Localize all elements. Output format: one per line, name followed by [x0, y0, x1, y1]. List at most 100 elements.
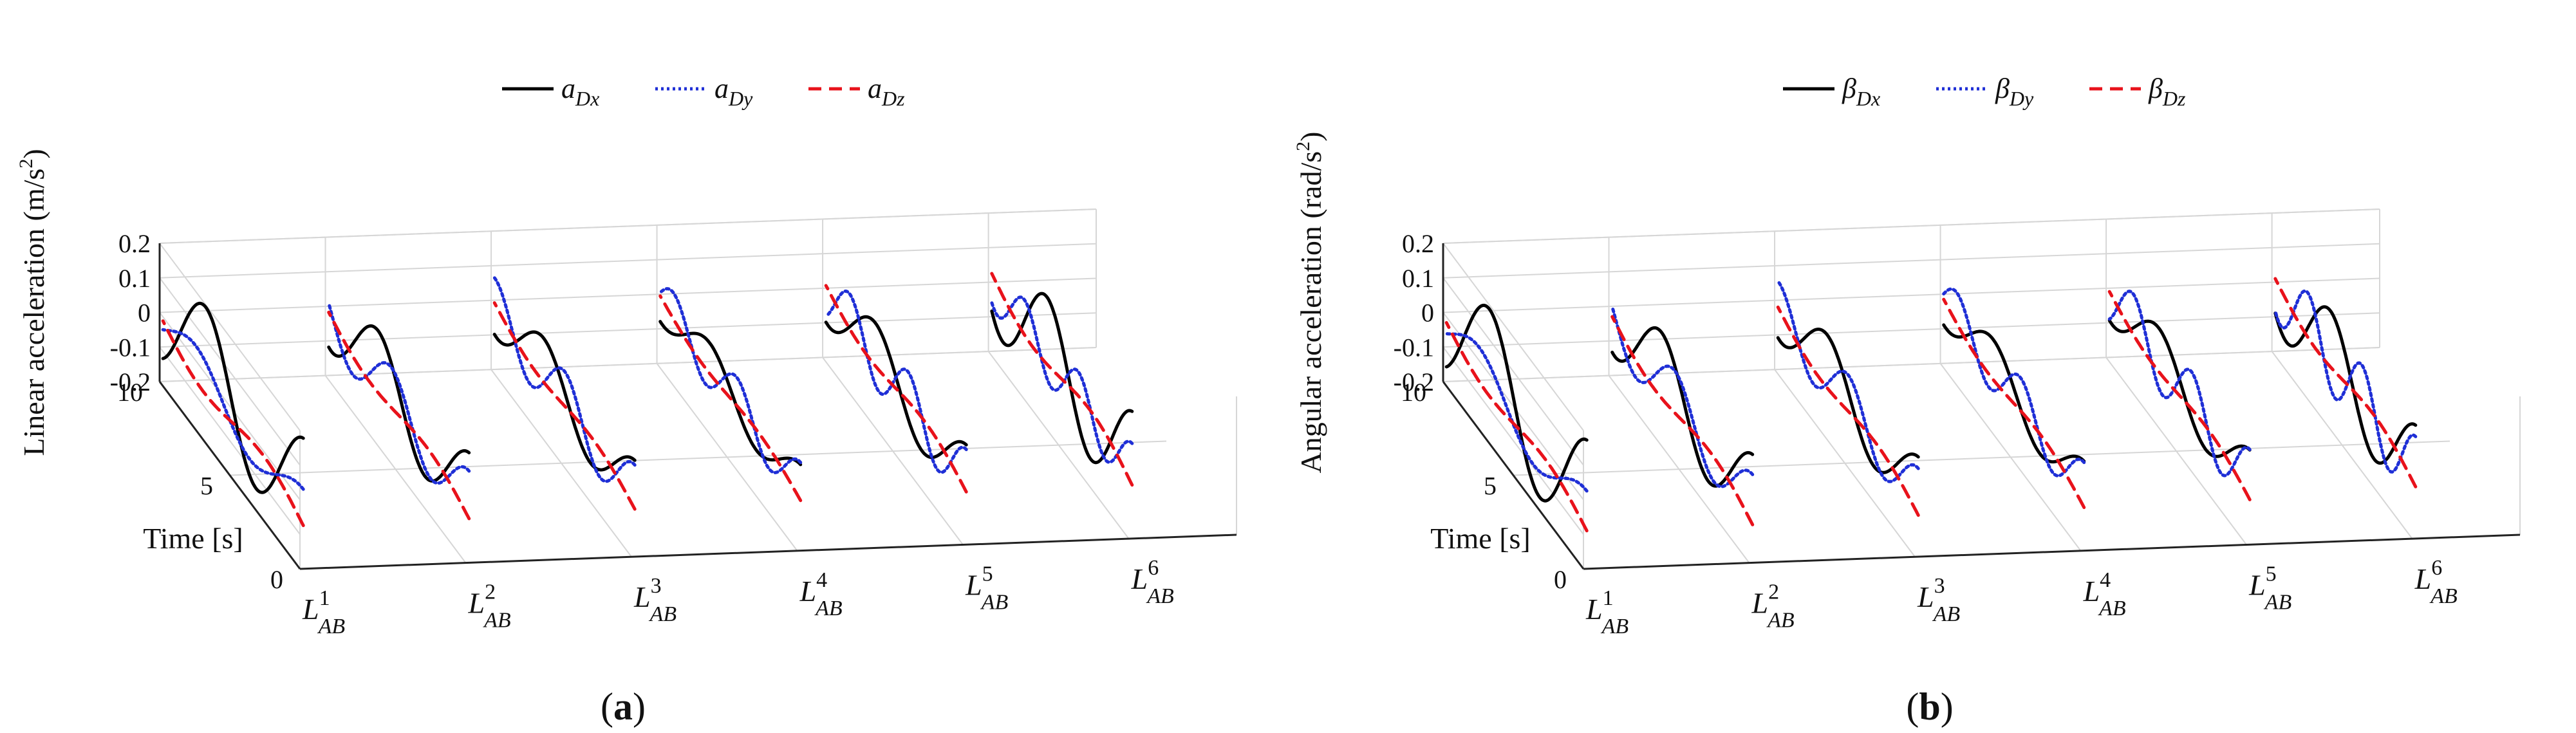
series-line-β_Dy-1 — [1444, 332, 1589, 493]
category-label: L2 AB — [468, 580, 511, 633]
left-wall-gridline — [159, 311, 301, 501]
series-line-β_Dz-3 — [1776, 305, 1920, 517]
panel-a-label: (a) — [601, 685, 646, 728]
axes — [1442, 243, 2521, 570]
grid — [159, 209, 1237, 570]
series-a_Dx — [161, 292, 1134, 494]
series-line-a_Dx-1 — [161, 301, 305, 494]
series-line-a_Dx-3 — [492, 330, 637, 472]
z-tick-label: -0.1 — [110, 333, 151, 362]
series-line-a_Dz-6 — [990, 272, 1134, 487]
z-tick-label: 0.1 — [118, 264, 151, 293]
floor-time-gridline — [159, 347, 1097, 382]
time-tick-label: 5 — [200, 472, 213, 501]
z-axis-label: Angular acceleration (rad/s2) — [1293, 132, 1327, 474]
legend: βDx βDy βDz — [1783, 73, 2186, 110]
panel-a-chart: 0.2 0.1 0 -0.1 -0.210 5 0 L1 AB L2 AB L3 AB L4 AB L5 AB L… — [15, 73, 1237, 638]
series-line-a_Dz-2 — [327, 310, 471, 521]
panel-b-chart: 0.2 0.1 0 -0.1 -0.210 5 0 L1 AB L2 AB L3 AB L4 AB L5 AB L… — [1293, 73, 2521, 638]
category-label: L2 AB — [1751, 580, 1795, 633]
series-line-a_Dy-2 — [327, 301, 471, 485]
series-line-β_Dy-4 — [1942, 287, 2086, 478]
series-line-β_Dx-1 — [1444, 303, 1589, 503]
left-wall-gridline — [159, 277, 301, 466]
series-line-β_Dx-5 — [2107, 319, 2252, 458]
series-line-β_Dx-3 — [1776, 328, 1920, 474]
time-tick-label: 10 — [1401, 378, 1426, 407]
category-label: L5 AB — [2248, 562, 2291, 614]
series-line-β_Dz-1 — [1444, 320, 1589, 533]
z-tick-label: -0.1 — [1394, 333, 1434, 362]
z-tick-label: 0.2 — [1402, 229, 1434, 258]
category-label: L4 AB — [799, 568, 843, 620]
time-tick-label: 5 — [1484, 472, 1497, 501]
series-a_Dz — [161, 272, 1134, 528]
series-line-β_Dz-6 — [2273, 277, 2418, 488]
box-edge — [1442, 209, 2380, 244]
category-axis — [1583, 534, 2521, 570]
z-tick-label: -0.2 — [110, 367, 151, 396]
series-line-β_Dy-6 — [2273, 289, 2418, 474]
back-wall-gridline — [159, 277, 1097, 313]
floor-time-gridline — [1513, 440, 2450, 476]
left-wall-gridline — [159, 346, 301, 535]
legend-entry-label: βDy — [1995, 73, 2034, 110]
series-a_Dy — [161, 276, 1134, 491]
series-line-a_Dx-6 — [990, 292, 1134, 465]
series-line-a_Dy-5 — [824, 289, 968, 474]
series-line-a_Dz-3 — [492, 301, 637, 511]
series-β_Dx — [1444, 303, 2418, 503]
left-wall-gridline — [1442, 243, 1584, 431]
back-wall-gridline — [159, 243, 1097, 279]
time-axis-label: Time [s] — [1430, 522, 1531, 555]
floor-time-gridline — [1442, 347, 2380, 382]
legend-entry-label: aDx — [561, 73, 599, 110]
time-tick-label: 0 — [270, 565, 283, 594]
series-line-a_Dy-3 — [492, 276, 637, 483]
legend-entry-label: βDz — [2148, 73, 2186, 110]
series-line-a_Dz-5 — [824, 284, 968, 494]
series-line-β_Dx-4 — [1942, 323, 2086, 464]
series-line-β_Dx-2 — [1610, 326, 1755, 488]
time-axis — [158, 381, 301, 570]
series-line-β_Dz-2 — [1610, 315, 1755, 526]
series-line-β_Dz-5 — [2107, 290, 2252, 501]
series-line-a_Dx-2 — [327, 324, 471, 483]
time-axis — [1442, 381, 1585, 570]
category-axis — [299, 534, 1237, 570]
z-tick-label: 0.1 — [1402, 264, 1434, 293]
left-wall-gridline — [159, 243, 301, 431]
series-line-β_Dx-6 — [2273, 305, 2418, 465]
legend-entry-label: βDx — [1842, 73, 1880, 110]
z-tick-label: 0 — [1421, 299, 1434, 328]
z-tick-label: 0 — [138, 299, 151, 328]
time-tick-label: 10 — [117, 378, 143, 407]
left-wall-gridline — [1442, 311, 1584, 501]
series-line-a_Dx-4 — [658, 320, 803, 467]
back-wall-gridline — [1442, 243, 2380, 279]
category-label: L1 AB — [1585, 586, 1629, 638]
back-wall-gridline — [1442, 277, 2380, 313]
category-label: L4 AB — [2083, 568, 2126, 620]
legend: aDx aDy aDz — [502, 73, 905, 110]
left-wall-gridline — [1442, 346, 1584, 535]
z-axis-label: Linear acceleration (m/s2) — [15, 149, 50, 456]
back-wall-gridline — [159, 312, 1097, 348]
time-tick-label: 0 — [1554, 565, 1567, 594]
series-line-a_Dy-6 — [990, 295, 1134, 464]
back-wall-gridline — [1442, 312, 2380, 348]
legend-entry-label: aDy — [714, 73, 753, 110]
series-β_Dy — [1444, 279, 2418, 493]
category-label: L3 AB — [633, 574, 677, 626]
time-axis-label: Time [s] — [143, 522, 243, 555]
series-β_Dz — [1444, 277, 2418, 533]
series-line-β_Dz-4 — [1942, 297, 2086, 509]
legend-entry-label: aDz — [868, 73, 905, 110]
left-wall-gridline — [1442, 277, 1584, 466]
floor-time-gridline — [229, 440, 1167, 476]
grid — [1442, 209, 2521, 570]
series-line-a_Dy-1 — [161, 328, 305, 491]
series-line-a_Dz-4 — [658, 294, 803, 503]
category-label: L3 AB — [1917, 574, 1960, 626]
box-edge — [159, 209, 1097, 244]
